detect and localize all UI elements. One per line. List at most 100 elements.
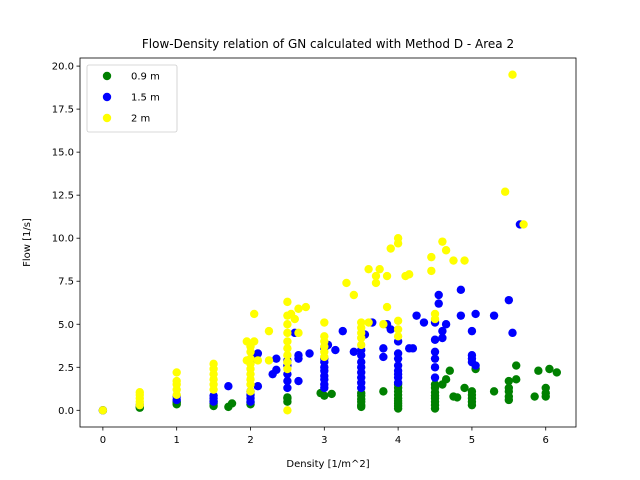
- data-point: [349, 347, 359, 356]
- legend-label: 2 m: [131, 114, 150, 125]
- data-point: [441, 246, 451, 255]
- data-point: [209, 391, 218, 400]
- data-point: [283, 364, 292, 374]
- data-point: [393, 349, 403, 358]
- data-point: [393, 316, 403, 326]
- data-point: [512, 361, 521, 370]
- y-tick-label: 2.5: [58, 363, 74, 374]
- data-point: [364, 264, 373, 274]
- data-point: [290, 314, 299, 324]
- data-point: [430, 380, 440, 389]
- data-point: [371, 278, 381, 288]
- legend-marker: [102, 92, 112, 102]
- data-point: [320, 318, 329, 327]
- data-point: [512, 375, 521, 384]
- data-point: [393, 325, 403, 334]
- data-point: [364, 318, 373, 327]
- data-point: [508, 70, 517, 79]
- legend-marker: [102, 113, 112, 123]
- y-tick-label: 0.0: [58, 406, 74, 417]
- data-point: [253, 349, 263, 358]
- data-point: [172, 376, 181, 386]
- x-tick-label: 1: [174, 435, 180, 446]
- data-point: [449, 256, 458, 265]
- data-point: [434, 290, 443, 300]
- x-tick-label: 2: [247, 435, 253, 446]
- data-point: [530, 392, 539, 401]
- data-point: [338, 326, 347, 336]
- data-point: [294, 376, 303, 386]
- data-point: [283, 393, 292, 402]
- data-point: [283, 383, 292, 393]
- data-point: [404, 270, 414, 279]
- data-point: [430, 363, 440, 372]
- data-point: [386, 325, 395, 334]
- data-point: [438, 237, 447, 246]
- x-tick-label: 0: [100, 435, 106, 446]
- data-point: [430, 347, 440, 356]
- data-point: [283, 344, 292, 353]
- data-point: [438, 333, 447, 343]
- data-point: [430, 309, 440, 319]
- data-point: [331, 345, 340, 355]
- data-point: [305, 349, 314, 358]
- data-point: [172, 368, 181, 377]
- data-point: [441, 320, 451, 329]
- data-point: [349, 290, 359, 300]
- data-point: [534, 366, 543, 375]
- series-1.5-m: [98, 220, 525, 415]
- data-point: [249, 337, 259, 346]
- data-point: [419, 318, 429, 327]
- data-point: [382, 271, 392, 281]
- data-point: [508, 328, 517, 338]
- y-tick-label: 5.0: [58, 320, 74, 331]
- x-axis-label: Density [1/m^2]: [286, 459, 369, 470]
- legend-label: 0.9 m: [131, 72, 160, 83]
- x-tick-label: 3: [321, 435, 327, 446]
- data-point: [379, 352, 388, 362]
- y-tick-label: 7.5: [58, 277, 74, 288]
- data-point: [545, 364, 554, 374]
- data-point: [500, 187, 510, 196]
- legend: 0.9 m 1.5 m 2 m: [86, 64, 178, 133]
- chart-title: Flow-Density relation of GN calculated w…: [142, 37, 514, 51]
- data-point: [246, 354, 255, 363]
- data-point: [438, 326, 447, 336]
- data-point: [283, 406, 292, 415]
- data-point: [357, 340, 366, 350]
- data-point: [379, 387, 388, 396]
- data-point: [357, 318, 366, 327]
- data-point: [467, 387, 477, 396]
- x-tick-label: 4: [395, 435, 401, 446]
- data-point: [430, 335, 440, 344]
- data-point: [434, 299, 443, 308]
- data-point: [408, 344, 418, 353]
- data-point: [471, 361, 480, 370]
- data-point: [445, 366, 454, 375]
- data-point: [283, 357, 292, 367]
- data-point: [393, 361, 403, 370]
- data-point: [541, 383, 550, 393]
- y-tick-label: 20.0: [52, 62, 74, 73]
- data-point: [504, 295, 514, 305]
- data-point: [379, 344, 388, 353]
- x-tick-label: 6: [543, 435, 549, 446]
- data-point: [242, 337, 252, 346]
- data-points-layer: [98, 70, 562, 415]
- plot-frame: [79, 57, 577, 428]
- data-point: [504, 376, 514, 386]
- data-point: [471, 309, 480, 319]
- data-point: [283, 376, 292, 386]
- data-point: [467, 351, 477, 360]
- data-point: [98, 406, 108, 415]
- data-point: [320, 391, 329, 400]
- data-point: [246, 387, 255, 396]
- y-tick-label: 10.0: [52, 234, 74, 245]
- data-point: [412, 311, 421, 320]
- data-point: [427, 252, 436, 262]
- data-point: [456, 311, 466, 320]
- legend-label: 1.5 m: [131, 93, 160, 104]
- y-tick-label: 15.0: [52, 148, 74, 159]
- data-point: [467, 326, 477, 336]
